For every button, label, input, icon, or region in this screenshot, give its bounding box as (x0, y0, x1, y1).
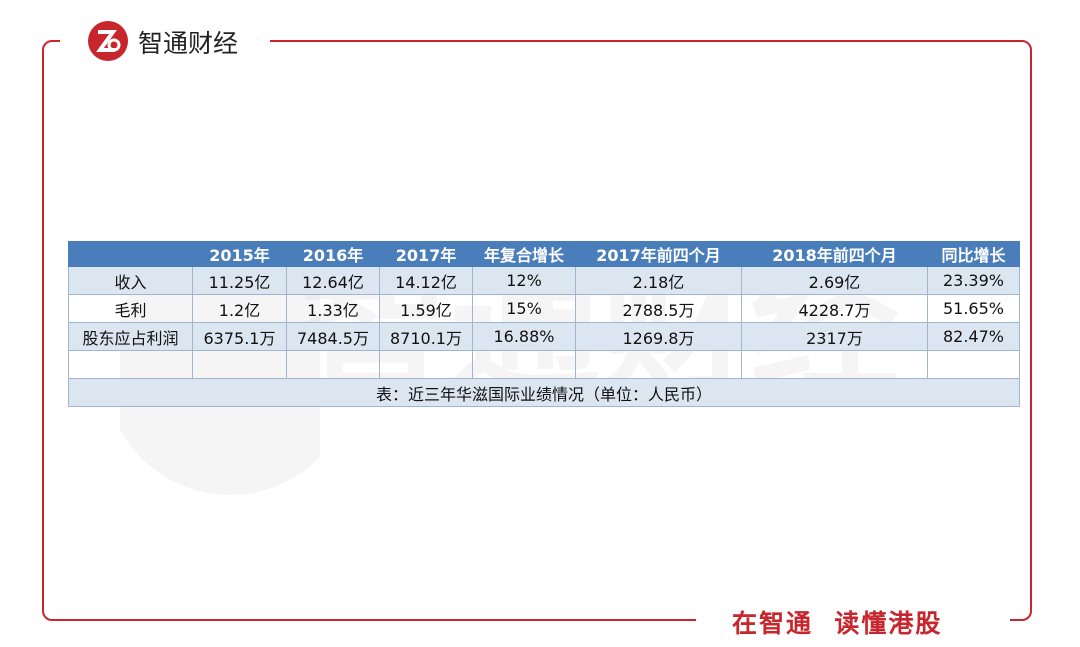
empty-cell (575, 350, 742, 379)
cell: 12.64亿 (286, 266, 380, 295)
column-header: 2018年前四个月 (741, 241, 928, 267)
table-row: 股东应占利润 6375.1万 7484.5万 8710.1万 16.88% 1269.8万… (68, 322, 1020, 351)
caption-row: 表：近三年华滋国际业绩情况（单位：人民币） (68, 378, 1020, 407)
corner-cell (68, 241, 193, 267)
cell: 1269.8万 (575, 322, 742, 351)
cell: 82.47% (927, 322, 1020, 351)
frame-gap (696, 610, 1010, 634)
frame (42, 40, 1032, 621)
column-header: 2017年 (379, 241, 473, 267)
column-header: 2015年 (192, 241, 287, 267)
cell: 1.59亿 (379, 294, 473, 323)
cell: 14.12亿 (379, 266, 473, 295)
row-label: 收入 (68, 266, 193, 295)
row-label: 毛利 (68, 294, 193, 323)
table-caption: 表：近三年华滋国际业绩情况（单位：人民币） (68, 378, 1020, 407)
empty-cell (927, 350, 1020, 379)
cell: 51.65% (927, 294, 1020, 323)
empty-cell (192, 350, 287, 379)
cell: 2317万 (741, 322, 928, 351)
cell: 16.88% (472, 322, 576, 351)
row-label: 股东应占利润 (68, 322, 193, 351)
cell: 2788.5万 (575, 294, 742, 323)
cell: 4228.7万 (741, 294, 928, 323)
brand: 智通财经 (138, 29, 239, 58)
empty-cell (379, 350, 473, 379)
cell: 12% (472, 266, 576, 295)
table-row: 毛利 1.2亿 1.33亿 1.59亿 15% 2788.5万 4228.7万 51.65% (68, 294, 1020, 323)
cell: 7484.5万 (286, 322, 380, 351)
data-table: 2015年 2016年 2017年 年复合增长 2017年前四个月 2018年前四个月 同比… (68, 241, 1020, 407)
slogan: 在智通 读懂港股 (732, 609, 943, 638)
column-header: 年复合增长 (472, 241, 576, 267)
column-header: 2016年 (286, 241, 380, 267)
empty-cell (68, 350, 193, 379)
header-row: 2015年 2016年 2017年 年复合增长 2017年前四个月 2018年前四个月 同比… (68, 241, 1020, 267)
cell: 6375.1万 (192, 322, 287, 351)
cell: 2.69亿 (741, 266, 928, 295)
cell: 2.18亿 (575, 266, 742, 295)
cell: 8710.1万 (379, 322, 473, 351)
cell: 1.33亿 (286, 294, 380, 323)
cell: 11.25亿 (192, 266, 287, 295)
logo (88, 21, 128, 61)
empty-cell (286, 350, 380, 379)
table-row: 收入 11.25亿 12.64亿 14.12亿 12% 2.18亿 2.69亿 23.39% (68, 266, 1020, 295)
column-header: 2017年前四个月 (575, 241, 742, 267)
cell: 23.39% (927, 266, 1020, 295)
empty-cell (472, 350, 576, 379)
empty-row (68, 350, 1020, 379)
cell: 15% (472, 294, 576, 323)
column-header: 同比增长 (927, 241, 1020, 267)
cell: 1.2亿 (192, 294, 287, 323)
empty-cell (741, 350, 928, 379)
